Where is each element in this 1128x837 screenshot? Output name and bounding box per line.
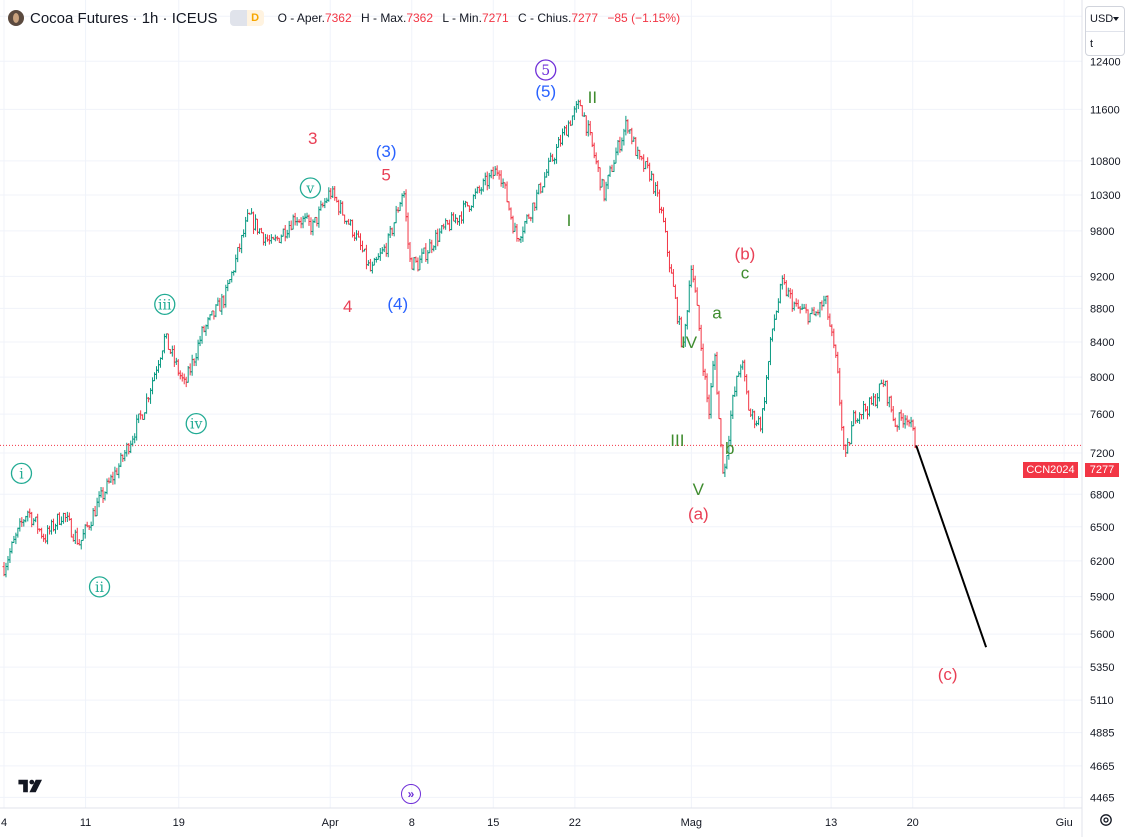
wave-label: (a)	[688, 505, 709, 524]
y-tick-label: 6200	[1090, 556, 1114, 568]
y-tick-label: 7200	[1090, 448, 1114, 460]
scroll-to-realtime-icon[interactable]: »	[401, 784, 421, 804]
delayed-badge: D	[246, 10, 264, 26]
wave-label: 3	[308, 129, 317, 148]
y-tick-label: 4665	[1090, 761, 1114, 773]
wave-label: IV	[681, 333, 698, 352]
y-tick-label: 5110	[1090, 695, 1114, 707]
wave-label: b	[725, 439, 734, 458]
currency-unit-selector[interactable]: USD t	[1085, 6, 1125, 56]
y-tick-label: 8000	[1090, 372, 1114, 384]
y-tick-label: 4465	[1090, 792, 1114, 804]
wave-label: 5	[541, 63, 550, 79]
y-tick-label: 8800	[1090, 303, 1114, 315]
y-tick-label: 7600	[1090, 409, 1114, 421]
wave-label: 5	[381, 165, 390, 184]
wave-label: V	[693, 480, 705, 499]
close-value: 7277	[571, 11, 599, 25]
x-tick-label: Apr	[322, 817, 339, 829]
wave-label: v	[305, 181, 314, 197]
y-tick-label: 5900	[1090, 592, 1114, 604]
last-price-label: 7277	[1084, 462, 1120, 478]
x-tick-label: 8	[409, 817, 415, 829]
currency-select[interactable]: USD	[1086, 7, 1124, 32]
wave-labels: iiiiiiivv345(3)(4)(5)5IIIIIIIVV(a)abc(b)…	[10, 59, 958, 684]
x-tick-label: 20	[907, 817, 919, 829]
status-pill-gray	[229, 10, 247, 26]
y-tick-label: 9800	[1090, 226, 1114, 238]
ohlc-values: O - Aper.7362 H - Max.7362 L - Min.7271 …	[278, 11, 687, 25]
y-tick-label: 5350	[1090, 662, 1114, 674]
tradingview-logo-icon[interactable]	[14, 775, 48, 797]
low-value: 7271	[481, 11, 509, 25]
unit-select[interactable]: t	[1090, 38, 1094, 50]
y-tick-label: 5600	[1090, 629, 1114, 641]
y-tick-label: 6500	[1090, 522, 1114, 534]
price-axis: 4465 4665 4885 5110 5350 5600 5900 6200 6500 6800…	[1090, 11, 1121, 804]
x-tick-label: 19	[173, 817, 185, 829]
wave-label: ii	[95, 580, 104, 596]
ticker-price-label: CCN2024	[1023, 462, 1078, 478]
wave-label: a	[712, 304, 722, 323]
wave-label-circle	[154, 293, 176, 315]
close-label: C - Chius.	[517, 11, 572, 25]
change-value: −85 (−1.15%)	[607, 11, 681, 25]
low-label: L - Min.	[442, 11, 482, 25]
wave-label: I	[567, 211, 572, 230]
status-pills[interactable]: D	[229, 10, 264, 26]
x-tick-label: Mag	[681, 817, 702, 829]
open-value: 7362	[324, 11, 352, 25]
y-tick-label: 10800	[1090, 156, 1121, 168]
wave-label: c	[741, 263, 750, 282]
wave-label: (5)	[535, 82, 556, 101]
y-tick-label: 4885	[1090, 728, 1114, 740]
cocoa-symbol-icon[interactable]	[8, 10, 24, 26]
x-tick-label: 22	[569, 817, 581, 829]
wave-label: (4)	[387, 295, 408, 314]
wave-label: 4	[343, 297, 352, 316]
high-label: H - Max.	[360, 11, 407, 25]
wave-label-circle	[88, 576, 111, 598]
gear-icon[interactable]	[1098, 812, 1114, 828]
x-tick-label: 13	[825, 817, 837, 829]
y-tick-label: 12400	[1090, 56, 1121, 68]
price-series	[0, 99, 1082, 578]
y-tick-label: 8400	[1090, 337, 1114, 349]
wave-label: i	[19, 466, 24, 482]
y-tick-label: 11600	[1090, 104, 1120, 116]
x-tick-label: Giu	[1056, 817, 1073, 829]
projection-line	[915, 445, 988, 648]
wave-label: iv	[190, 417, 202, 433]
wave-label-circle	[185, 412, 207, 435]
chart-grid	[0, 0, 1083, 837]
wave-label: (b)	[735, 244, 756, 263]
y-tick-label: 9200	[1090, 271, 1114, 283]
wave-label: III	[670, 431, 684, 450]
chart-legend: Cocoa Futures · 1h · ICEUS D O - Aper.73…	[8, 7, 686, 29]
wave-label-circle	[299, 177, 322, 199]
x-tick-label: 4	[1, 817, 7, 829]
projection-line	[915, 445, 988, 648]
symbol-title[interactable]: Cocoa Futures · 1h · ICEUS	[30, 9, 218, 27]
y-tick-label: 6800	[1090, 489, 1114, 501]
wave-label: II	[588, 88, 597, 107]
x-tick-label: 11	[80, 817, 91, 829]
wave-label-circle	[535, 59, 557, 81]
wave-label: iii	[158, 297, 172, 313]
high-value: 7362	[406, 11, 434, 25]
open-label: O - Aper.	[277, 11, 325, 25]
wave-label: (c)	[938, 665, 958, 684]
wave-label-circle	[10, 462, 33, 485]
wave-label: (3)	[376, 142, 397, 161]
x-tick-label: 15	[487, 817, 499, 829]
time-axis: 4 11 19 Apr 8 15 22 Mag 13 20 Giu	[1, 817, 1073, 829]
y-tick-label: 10300	[1090, 190, 1121, 202]
